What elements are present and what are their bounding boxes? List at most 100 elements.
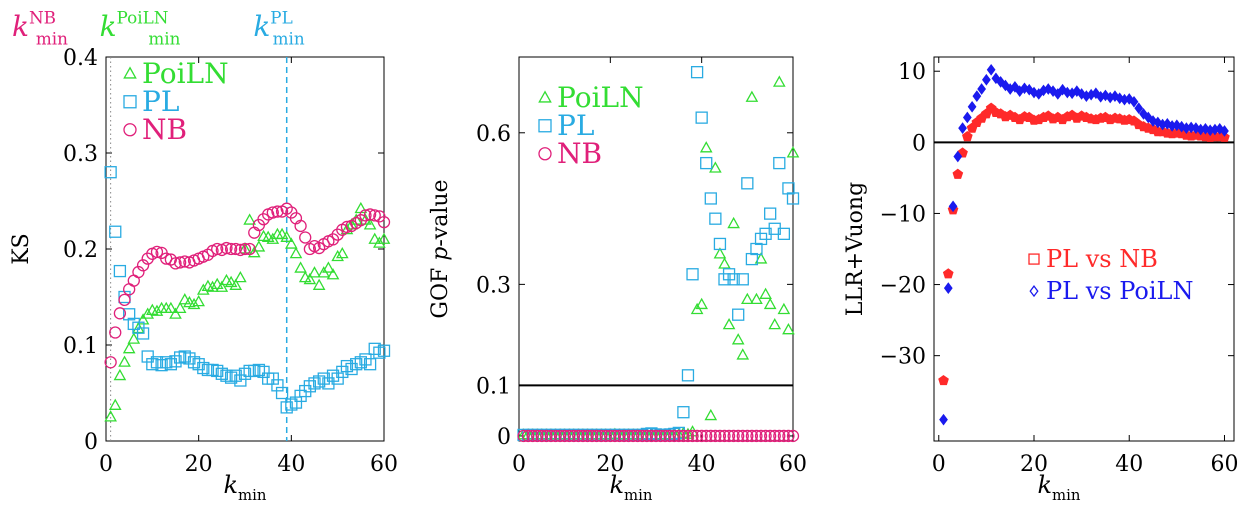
data-point	[280, 230, 294, 242]
data-point	[289, 396, 303, 409]
data-point	[132, 265, 145, 279]
data-point	[764, 207, 777, 220]
data-point	[363, 218, 377, 230]
data-point	[377, 215, 391, 229]
data-point	[294, 219, 307, 233]
y-axis-label: GOF p-value	[428, 179, 453, 318]
data-point	[187, 297, 201, 310]
data-point	[104, 166, 117, 179]
data-point	[759, 429, 772, 443]
data-point	[224, 371, 238, 384]
y-tick-label: −10	[880, 202, 926, 227]
data-point	[308, 377, 321, 390]
data-point	[373, 236, 386, 248]
data-point	[118, 355, 131, 367]
data-point	[169, 257, 182, 270]
legend-marker	[1029, 284, 1039, 298]
data-point	[608, 429, 622, 443]
data-point	[104, 410, 117, 422]
data-point	[727, 429, 740, 443]
data-point	[700, 429, 713, 443]
data-point	[335, 246, 349, 259]
data-point	[215, 367, 228, 380]
data-point	[777, 227, 791, 240]
y-tick-label: 0.1	[476, 374, 511, 399]
data-point	[704, 429, 717, 443]
data-point	[686, 268, 699, 281]
data-point	[178, 293, 192, 305]
x-tick-label: 40	[277, 452, 305, 477]
plot-frame	[933, 56, 1235, 442]
data-point	[681, 369, 695, 382]
data-point	[709, 161, 722, 173]
data-point	[299, 384, 312, 398]
data-point	[363, 208, 377, 221]
data-point	[326, 268, 340, 280]
data-point	[718, 429, 731, 443]
data-point	[252, 363, 266, 377]
legend-label: PL	[142, 85, 179, 118]
data-point	[953, 150, 963, 163]
data-point	[576, 429, 590, 443]
data-point	[943, 282, 953, 294]
data-point	[247, 246, 261, 258]
x-tick-label: 40	[1115, 452, 1143, 477]
data-point	[1129, 95, 1139, 108]
data-point	[1220, 125, 1229, 137]
data-point	[368, 209, 381, 222]
data-point	[617, 429, 631, 443]
data-point	[326, 369, 340, 382]
data-point	[599, 429, 612, 443]
data-point	[782, 182, 795, 195]
data-point	[782, 323, 795, 335]
data-point	[299, 231, 312, 244]
data-point	[340, 359, 354, 373]
data-point	[709, 212, 722, 225]
data-point	[266, 372, 279, 385]
data-point	[303, 272, 317, 285]
x-tick-label: 60	[779, 452, 807, 477]
data-point	[962, 111, 972, 124]
data-point	[942, 268, 954, 279]
legend-marker	[538, 147, 552, 161]
y-tick-label: −20	[880, 274, 926, 299]
data-point	[243, 242, 256, 256]
data-point	[141, 307, 155, 319]
data-point	[354, 201, 368, 214]
data-point	[220, 241, 233, 255]
data-point	[736, 273, 749, 286]
data-point	[741, 292, 754, 305]
data-point	[736, 348, 750, 360]
data-point	[206, 280, 219, 292]
data-point	[109, 326, 122, 339]
data-point	[109, 225, 122, 238]
data-point	[627, 429, 640, 443]
y-tick-label: 0.1	[63, 334, 98, 359]
data-point	[146, 358, 159, 371]
data-point	[636, 429, 649, 443]
data-point	[585, 429, 599, 443]
data-point	[695, 111, 708, 124]
data-point	[136, 259, 150, 272]
data-point	[229, 278, 243, 290]
data-point	[377, 232, 391, 244]
data-point	[118, 293, 131, 307]
data-point	[238, 242, 252, 256]
data-point	[229, 242, 242, 256]
data-point	[695, 297, 708, 310]
data-point	[322, 261, 335, 273]
legend-label: PoiLN	[142, 57, 229, 90]
data-point	[234, 243, 247, 257]
data-point	[732, 308, 745, 321]
data-point	[736, 429, 749, 443]
data-point	[113, 368, 127, 381]
data-point	[654, 429, 667, 443]
data-point	[939, 413, 948, 426]
data-point	[271, 205, 284, 218]
data-point	[211, 242, 224, 256]
x-tick-label: 0	[932, 452, 946, 477]
data-point	[962, 130, 973, 142]
data-point	[169, 355, 182, 368]
data-point	[312, 278, 326, 290]
